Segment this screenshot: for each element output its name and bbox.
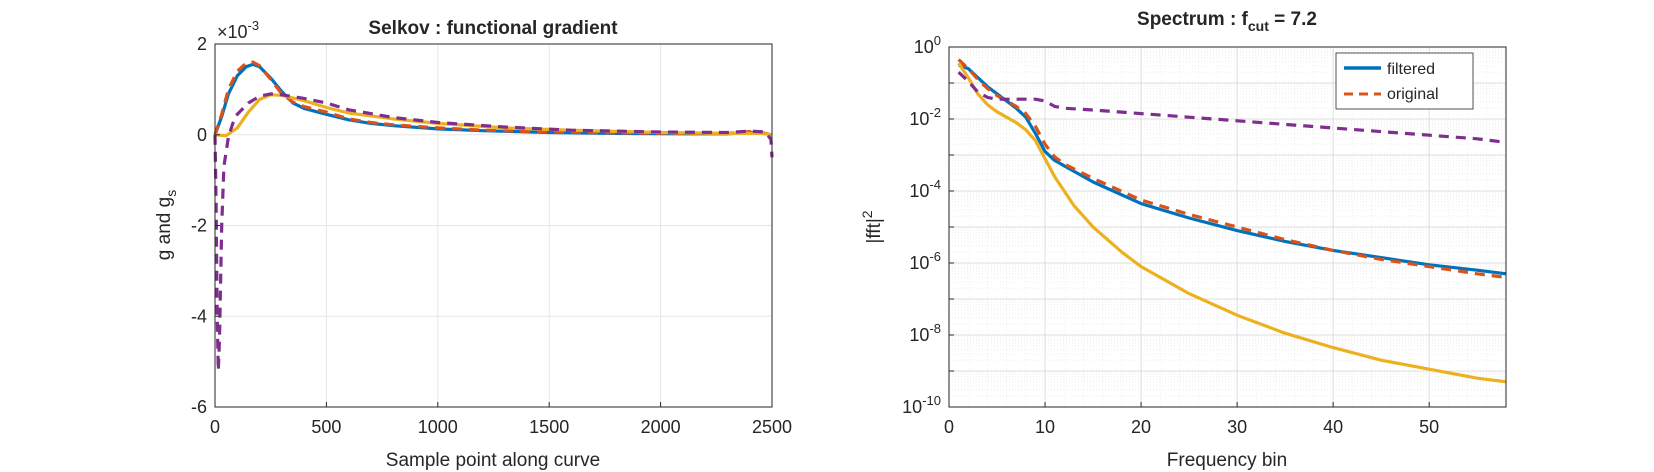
x-tick-label: 500	[311, 417, 341, 437]
y-tick-labels: -6 -4 -2 0 2	[191, 34, 207, 417]
exponent-value: -3	[248, 18, 260, 33]
y-tick-label: 10-8	[909, 321, 941, 345]
x-tick-label: 0	[944, 417, 954, 437]
x-tick-labels: 0 10 20 30 40 50	[944, 417, 1439, 437]
chart-functional-gradient: 0 500 1000 1500 2000 2500 -6 -4 -2 0 2 Selkov : f…	[154, 18, 792, 471]
y-tick-label: 10-6	[909, 249, 941, 273]
y-tick-label: 10-10	[902, 393, 941, 417]
legend: filtered original	[1335, 52, 1474, 110]
exponent-prefix: ×10	[217, 22, 248, 42]
x-tick-label: 1000	[418, 417, 458, 437]
chart-title: Spectrum : fcut = 7.2	[1137, 9, 1317, 34]
y-axis-label-sup: 2	[859, 210, 875, 218]
series-line-4	[213, 92, 774, 373]
title-tail: = 7.2	[1269, 9, 1317, 30]
y-axis-label: |fft|2	[859, 210, 885, 243]
y-tick-label: 2	[197, 34, 207, 54]
series-line-filtered	[958, 63, 1507, 276]
ticks	[948, 46, 1430, 408]
x-axis-label: Sample point along curve	[386, 450, 600, 471]
series-group	[957, 58, 1507, 384]
y-axis-label: g and gs	[154, 190, 179, 260]
series-line-3	[957, 62, 1507, 384]
x-tick-label: 50	[1419, 417, 1439, 437]
x-axis-label: Frequency bin	[1167, 450, 1287, 471]
series-line-4	[957, 71, 1507, 144]
x-tick-label: 2500	[752, 417, 792, 437]
y-axis-label-main: g and g	[154, 197, 175, 260]
x-tick-label: 1500	[529, 417, 569, 437]
x-tick-label: 30	[1227, 417, 1247, 437]
x-tick-label: 40	[1323, 417, 1343, 437]
series-line-original	[957, 58, 1507, 279]
y-tick-label: -4	[191, 306, 207, 326]
title-main: Spectrum : f	[1137, 9, 1249, 30]
y-axis-label-main: |fft|	[864, 218, 885, 243]
chart-spectrum: 0 10 20 30 40 50 10-10 10-8 10-6 10-4 10-2 100 Spe…	[859, 9, 1507, 471]
y-tick-label: -6	[191, 397, 207, 417]
legend-label-filtered: filtered	[1387, 61, 1435, 78]
ticks	[214, 43, 773, 408]
y-tick-label: -2	[191, 216, 207, 236]
exponent-label: ×10-3	[217, 18, 259, 42]
y-tick-label: 10-2	[909, 105, 941, 129]
x-tick-label: 20	[1131, 417, 1151, 437]
series-group	[213, 60, 774, 373]
y-tick-label: 100	[914, 33, 941, 57]
y-tick-labels: 10-10 10-8 10-6 10-4 10-2 100	[902, 33, 941, 417]
chart-title: Selkov : functional gradient	[368, 18, 618, 39]
x-tick-labels: 0 500 1000 1500 2000 2500	[210, 417, 792, 437]
y-axis-label-sub: s	[163, 190, 179, 197]
x-tick-label: 0	[210, 417, 220, 437]
x-tick-label: 2000	[641, 417, 681, 437]
x-tick-label: 10	[1035, 417, 1055, 437]
title-sub: cut	[1248, 18, 1269, 34]
y-tick-label: 0	[197, 125, 207, 145]
legend-box	[1335, 52, 1474, 110]
y-tick-label: 10-4	[909, 177, 941, 201]
legend-label-original: original	[1387, 86, 1439, 103]
